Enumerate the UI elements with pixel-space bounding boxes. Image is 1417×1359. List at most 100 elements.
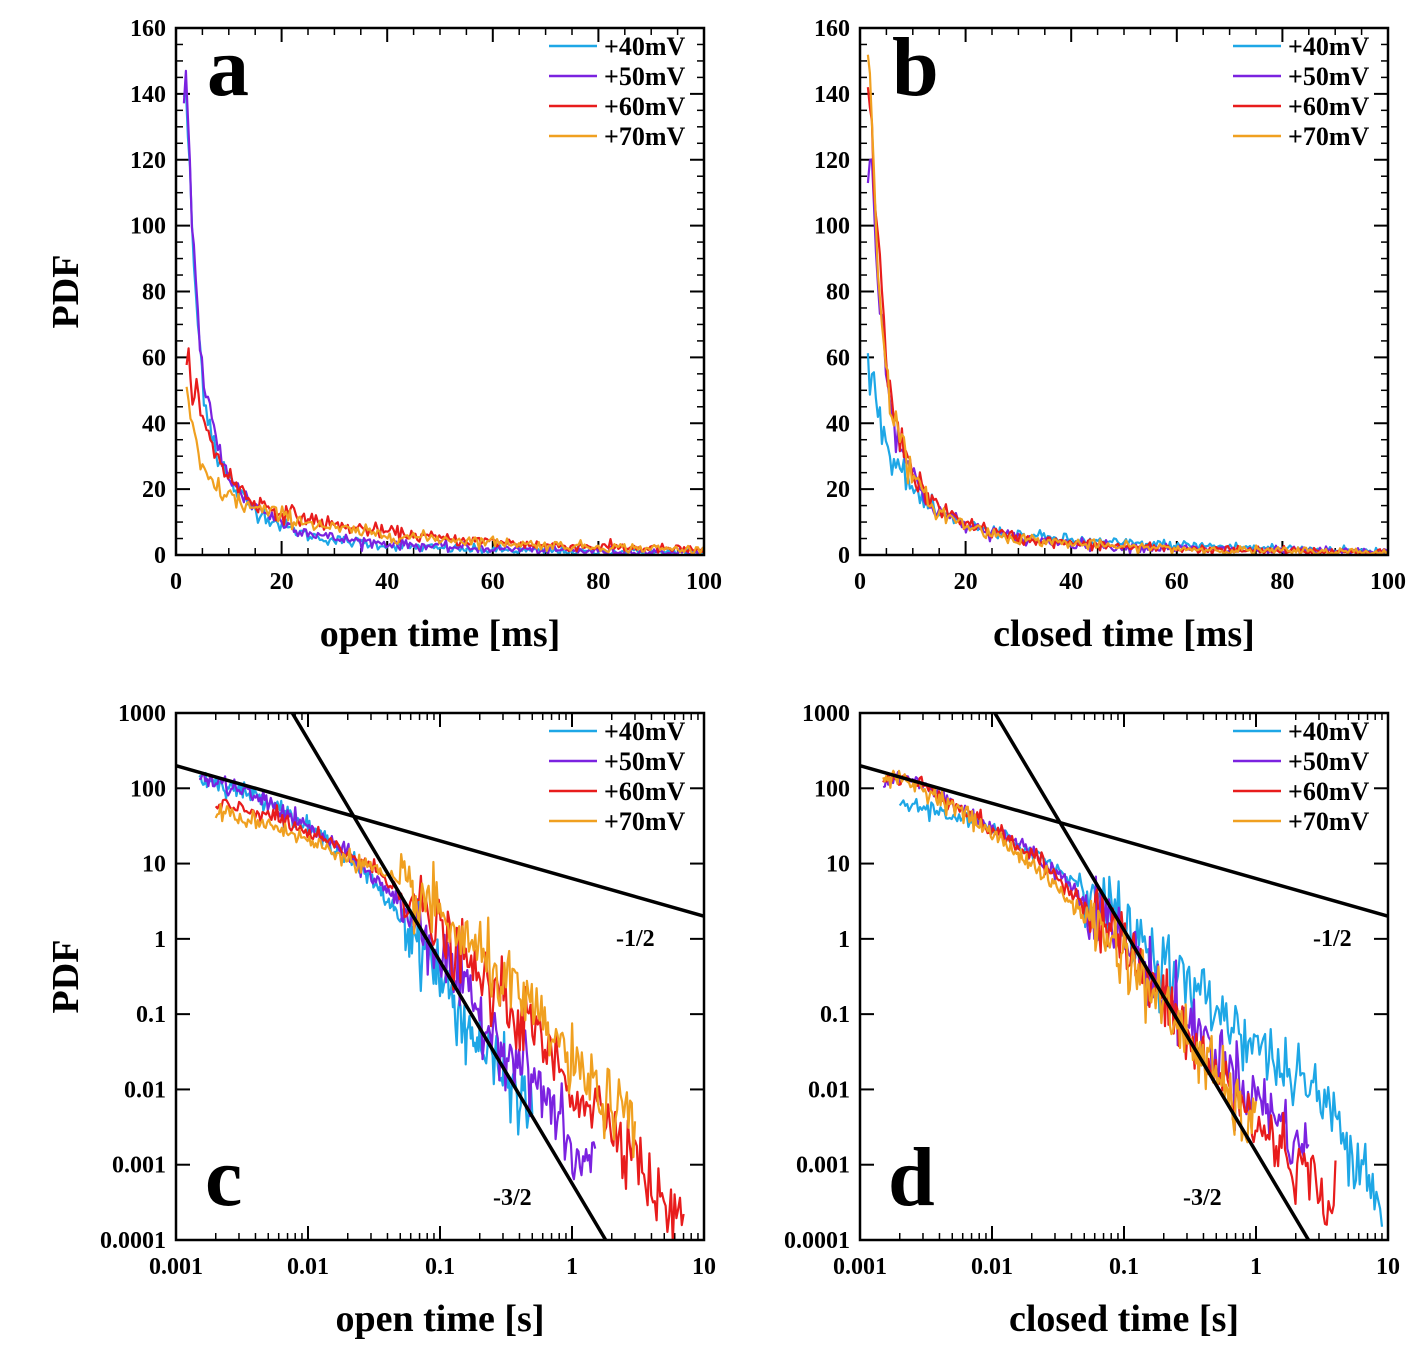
y-tick-label: 20 (826, 477, 850, 503)
series-line-60mV (214, 798, 685, 1240)
series (198, 771, 685, 1240)
x-tick-label: 1 (566, 1254, 578, 1280)
y-tick-label: 40 (142, 411, 166, 437)
y-tick-label: 0.001 (112, 1153, 166, 1179)
y-axis-label: PDF (45, 255, 87, 329)
panel-c: 0.001 0.01 0.1 1 100.00010.0010.010.11101001… (45, 701, 716, 1340)
legend-label: +60mV (604, 92, 685, 121)
x-tick-label: 20 (270, 569, 294, 595)
y-tick-label: 100 (814, 214, 850, 240)
y-tick-label: 80 (142, 280, 166, 306)
x-tick-label: 0 (854, 569, 866, 595)
x-tick-label: 80 (586, 569, 610, 595)
x-tick-label: 0.01 (287, 1254, 329, 1280)
legend-label: +40mV (604, 717, 685, 746)
legend-label: +60mV (1288, 777, 1369, 806)
x-tick-label: 10 (1376, 1254, 1400, 1280)
panel-a: 0 20 40 60 80 100 0 20 40 60 80 100 120 140 160 +40mV+5… (45, 16, 722, 655)
x-tick-label: 80 (1270, 569, 1294, 595)
series-line-70mV (882, 769, 1258, 1144)
tick-labels: 0.001 0.01 0.1 1 100.00010.0010.010.11101001… (784, 701, 1400, 1280)
series-line-40mV (898, 797, 1384, 1227)
legend-label: +60mV (604, 777, 685, 806)
y-tick-label: 140 (814, 82, 850, 108)
y-tick-label: 0.1 (136, 1002, 166, 1028)
series-line-50mV (182, 69, 704, 555)
y-tick-label: 0.0001 (100, 1228, 166, 1254)
slope-label: -3/2 (1183, 1185, 1222, 1211)
legend-label: +50mV (604, 747, 685, 776)
x-tick-label: 0 (170, 569, 182, 595)
legend: +40mV+50mV+60mV+70mV (1233, 32, 1369, 151)
legend-label: +50mV (1288, 62, 1369, 91)
x-tick-label: 100 (1370, 569, 1406, 595)
x-axis-label: open time [s] (336, 1298, 545, 1340)
slope-line-half (176, 763, 704, 918)
y-tick-label: 100 (814, 776, 850, 802)
series-line-70mV (214, 802, 637, 1159)
y-tick-label: 120 (814, 148, 850, 174)
x-tick-label: 40 (1059, 569, 1083, 595)
x-tick-label: 60 (481, 569, 505, 595)
legend-label: +70mV (1288, 807, 1369, 836)
legend-label: +50mV (1288, 747, 1369, 776)
series-line-40mV (182, 88, 704, 555)
reference-lines: -1/2 -3/2 (860, 713, 1388, 1240)
x-tick-label: 0.1 (425, 1254, 455, 1280)
series-line-50mV (199, 771, 597, 1181)
slope-label: -1/2 (1313, 926, 1352, 952)
series-line-60mV (866, 87, 1388, 555)
slope-label: -1/2 (616, 926, 655, 952)
legend-label: +70mV (1288, 122, 1369, 151)
y-tick-label: 1000 (802, 701, 850, 727)
panel-letter: a (207, 21, 249, 114)
legend-label: +40mV (604, 32, 685, 61)
slope-line-three-half (993, 713, 1311, 1240)
series-line-60mV (882, 770, 1337, 1226)
y-tick-label: 0.1 (820, 1002, 850, 1028)
y-tick-label: 140 (130, 82, 166, 108)
y-tick-label: 120 (130, 148, 166, 174)
x-tick-label: 60 (1165, 569, 1189, 595)
legend: +40mV+50mV+60mV+70mV (549, 717, 685, 836)
slope-line-half (860, 763, 1388, 918)
y-tick-label: 160 (814, 16, 850, 42)
y-tick-label: 80 (826, 280, 850, 306)
x-axis-label: open time [ms] (320, 613, 561, 655)
x-tick-label: 0.001 (833, 1254, 887, 1280)
panel-letter: b (892, 21, 939, 114)
x-tick-label: 40 (375, 569, 399, 595)
series-line-70mV (185, 386, 704, 555)
slope-label: -3/2 (493, 1185, 532, 1211)
panel-d: 0.001 0.01 0.1 1 100.00010.0010.010.11101001… (784, 701, 1400, 1340)
y-tick-label: 10 (826, 852, 850, 878)
y-tick-label: 1 (838, 927, 850, 953)
y-tick-label: 0.01 (808, 1077, 850, 1103)
y-tick-label: 0 (838, 543, 850, 569)
legend: +40mV+50mV+60mV+70mV (1233, 717, 1369, 836)
y-tick-label: 20 (142, 477, 166, 503)
tick-labels: 0.001 0.01 0.1 1 100.00010.0010.010.11101001… (100, 701, 716, 1280)
y-tick-label: 1 (154, 927, 166, 953)
y-axis-label: PDF (45, 940, 87, 1014)
x-axis-label: closed time [s] (1009, 1298, 1239, 1340)
x-tick-label: 20 (954, 569, 978, 595)
legend-label: +60mV (1288, 92, 1369, 121)
slope-line-three-half (290, 713, 608, 1240)
panel-letter: d (888, 1131, 935, 1224)
y-tick-label: 40 (826, 411, 850, 437)
x-axis-label: closed time [ms] (993, 613, 1255, 655)
plot-frame (858, 26, 1390, 557)
x-tick-label: 0.001 (149, 1254, 203, 1280)
y-tick-label: 10 (142, 852, 166, 878)
legend-label: +40mV (1288, 32, 1369, 61)
y-tick-label: 1000 (118, 701, 166, 727)
y-tick-label: 0.01 (124, 1077, 166, 1103)
plot-frame (174, 26, 706, 557)
legend-label: +70mV (604, 807, 685, 836)
y-tick-label: 60 (142, 345, 166, 371)
y-tick-label: 0.001 (796, 1153, 850, 1179)
legend-label: +70mV (604, 122, 685, 151)
x-tick-label: 1 (1250, 1254, 1262, 1280)
